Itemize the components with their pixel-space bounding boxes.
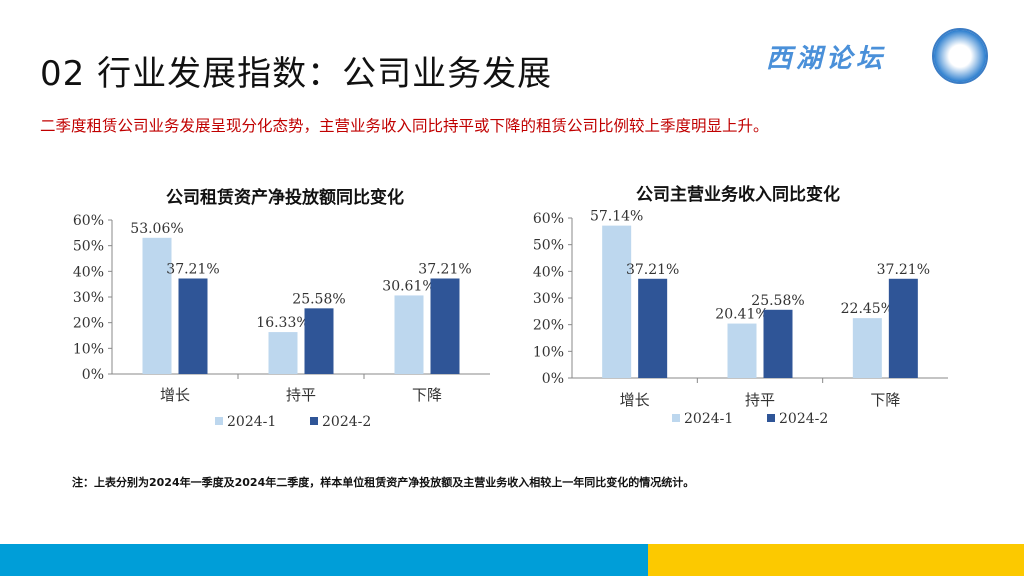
footer-bar-blue xyxy=(0,544,648,576)
data-label: 37.21% xyxy=(166,261,219,277)
bar-2024-2 xyxy=(304,308,334,374)
y-tick-label: 30% xyxy=(533,291,564,307)
bar-2024-1 xyxy=(268,332,298,374)
y-tick-label: 60% xyxy=(73,213,104,229)
legend-swatch xyxy=(672,414,680,422)
y-tick-label: 50% xyxy=(533,238,564,254)
data-label: 25.58% xyxy=(292,291,345,307)
y-tick-label: 60% xyxy=(533,211,564,227)
bar-2024-1 xyxy=(852,318,882,378)
y-tick-label: 20% xyxy=(533,318,564,334)
category-label: 持平 xyxy=(745,391,775,409)
data-label: 20.41% xyxy=(715,307,768,323)
data-label: 22.45% xyxy=(841,301,894,317)
category-label: 持平 xyxy=(286,386,316,404)
data-label: 57.14% xyxy=(590,209,643,225)
logo-text: 西湖论坛 xyxy=(766,44,887,74)
chart-title: 公司租赁资产净投放额同比变化 xyxy=(166,187,404,208)
page-title: 02 行业发展指数：公司业务发展 xyxy=(40,54,553,94)
bar-2024-2 xyxy=(178,278,208,374)
legend-label: 2024-1 xyxy=(227,414,276,430)
legend-swatch xyxy=(767,414,775,422)
data-label: 37.21% xyxy=(877,262,930,278)
chart-title: 公司主营业务收入同比变化 xyxy=(636,184,840,205)
y-tick-label: 10% xyxy=(73,341,104,357)
y-tick-label: 40% xyxy=(73,264,104,280)
bar-2024-2 xyxy=(888,278,918,378)
bar-2024-2 xyxy=(638,278,668,378)
bar-2024-1 xyxy=(394,295,424,374)
bar-2024-2 xyxy=(430,278,460,374)
legend-label: 2024-2 xyxy=(779,411,828,427)
y-tick-label: 0% xyxy=(542,371,564,387)
y-tick-label: 0% xyxy=(82,367,104,383)
category-label: 下降 xyxy=(870,391,900,409)
bar-2024-1 xyxy=(142,237,172,374)
data-label: 30.61% xyxy=(382,278,435,294)
legend-swatch xyxy=(310,417,318,425)
data-label: 37.21% xyxy=(418,261,471,277)
category-label: 下降 xyxy=(412,386,442,404)
y-tick-label: 30% xyxy=(73,290,104,306)
bar-2024-1 xyxy=(727,323,757,378)
y-tick-label: 40% xyxy=(533,264,564,280)
footer-bar-yellow xyxy=(648,544,1024,576)
data-label: 53.06% xyxy=(130,221,183,237)
legend-label: 2024-2 xyxy=(322,414,371,430)
y-tick-label: 50% xyxy=(73,239,104,255)
legend-swatch xyxy=(215,417,223,425)
legend-label: 2024-1 xyxy=(684,411,733,427)
bar-2024-1 xyxy=(602,225,632,378)
y-tick-label: 10% xyxy=(533,344,564,360)
data-label: 37.21% xyxy=(626,262,679,278)
data-label: 16.33% xyxy=(256,315,309,331)
y-tick-label: 20% xyxy=(73,316,104,332)
data-label: 25.58% xyxy=(751,293,804,309)
footnote: 注：上表分别为2024年一季度及2024年二季度，样本单位租赁资产净投放额及主营… xyxy=(72,476,695,489)
category-label: 增长 xyxy=(620,391,650,409)
page-subtitle: 二季度租赁公司业务发展呈现分化态势，主营业务收入同比持平或下降的租赁公司比例较上… xyxy=(40,117,769,135)
category-label: 增长 xyxy=(160,386,190,404)
bar-2024-2 xyxy=(763,309,793,378)
logo-seal-icon xyxy=(932,28,988,84)
